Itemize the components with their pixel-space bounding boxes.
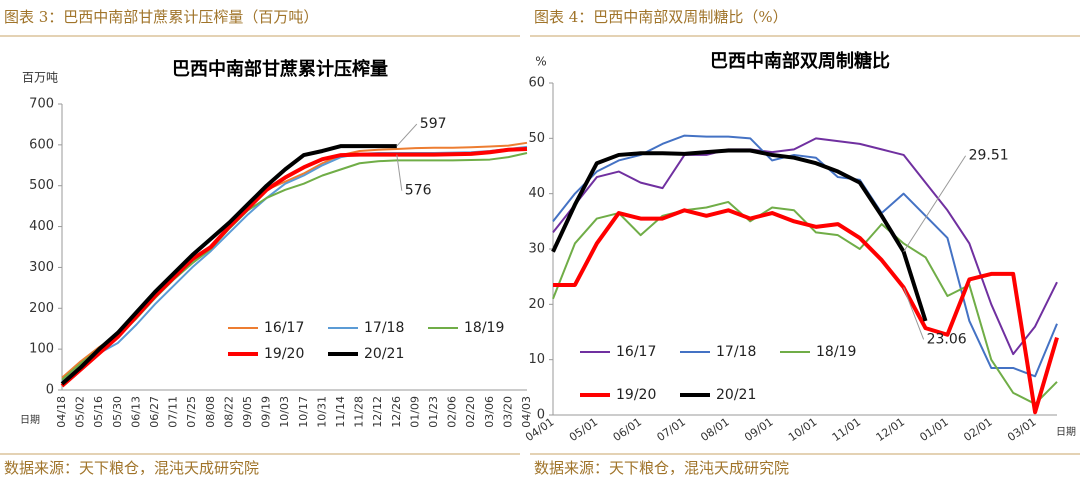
x-tick-label: 03/20	[501, 396, 514, 428]
source-note: 数据来源：天下粮仓，混沌天成研究院	[534, 459, 789, 477]
y-tick-label: 60	[528, 76, 545, 91]
legend-label: 18/19	[464, 320, 504, 336]
series-line	[60, 144, 397, 386]
y-tick-label: 0	[46, 383, 54, 398]
annotation: 23.06	[927, 331, 967, 347]
y-tick-label: 0	[537, 408, 545, 423]
legend-label: 20/21	[716, 387, 756, 403]
chart-title: 巴西中南部甘蔗累计压榨量	[172, 58, 388, 80]
legend-label: 16/17	[264, 320, 304, 336]
annotation-leader	[396, 123, 418, 147]
x-tick-label: 06/27	[148, 396, 161, 428]
annotation-leader	[903, 155, 967, 252]
legend-label: 19/20	[264, 346, 304, 362]
x-tick-label: 12/26	[390, 396, 403, 428]
x-tick-label: 05/02	[74, 396, 87, 428]
y-tick-label: 400	[29, 219, 54, 234]
y-tick-label: 200	[29, 301, 54, 316]
legend-label: 16/17	[616, 344, 656, 360]
x-tick-label: 05/16	[92, 396, 105, 428]
y-tick-label: 50	[528, 131, 545, 146]
x-tick-label: 11/14	[334, 396, 347, 428]
y-tick-label: 100	[29, 342, 54, 357]
x-tick-label: 11/01	[830, 415, 863, 444]
figure-caption: 图表 3：巴西中南部甘蔗累计压榨量（百万吨）	[4, 8, 318, 26]
series-line	[551, 148, 928, 322]
x-tick-label: 01/01	[917, 415, 950, 444]
x-axis-label: 日期	[20, 414, 40, 426]
y-tick-label: 300	[29, 260, 54, 275]
x-tick-label: 02/06	[446, 396, 459, 428]
x-tick-label: 02/20	[464, 396, 477, 428]
y-tick-label: 40	[528, 186, 545, 201]
chart-title: 巴西中南部双周制糖比	[710, 50, 890, 72]
x-tick-label: 07/11	[167, 396, 180, 428]
x-tick-label: 09/19	[260, 396, 273, 428]
x-tick-label: 02/01	[961, 415, 994, 444]
x-tick-label: 10/17	[297, 396, 310, 428]
x-tick-label: 01/09	[408, 396, 421, 428]
y-tick-label: 700	[29, 97, 54, 112]
y-tick-label: 10	[528, 352, 545, 367]
x-tick-label: 03/06	[483, 396, 496, 428]
x-tick-label: 12/01	[874, 415, 907, 444]
legend-label: 20/21	[364, 346, 404, 362]
x-tick-label: 06/13	[129, 396, 142, 428]
x-tick-label: 01/23	[427, 396, 440, 428]
legend-label: 17/18	[364, 320, 404, 336]
y-tick-label: 30	[528, 242, 545, 257]
annotation: 597	[420, 116, 447, 132]
x-tick-label: 10/31	[315, 396, 328, 428]
y-tick-label: 500	[29, 178, 54, 193]
series-line	[60, 146, 528, 388]
x-tick-label: 11/28	[353, 396, 366, 428]
legend-label: 17/18	[716, 344, 756, 360]
y-axis-unit: 百万吨	[22, 71, 58, 85]
series-line	[552, 137, 1058, 356]
series-line	[552, 134, 1058, 378]
y-axis-unit: %	[535, 55, 546, 69]
x-tick-label: 07/25	[185, 396, 198, 428]
x-tick-label: 04/03	[520, 396, 533, 428]
x-tick-label: 07/01	[654, 415, 687, 444]
series-line	[61, 141, 528, 379]
x-tick-label: 06/01	[611, 415, 644, 444]
series-line	[553, 208, 1059, 415]
x-tick-label: 03/01	[1005, 415, 1038, 444]
x-tick-label: 05/01	[567, 415, 600, 444]
y-tick-label: 600	[29, 137, 54, 152]
annotation-leader	[396, 154, 403, 191]
x-tick-label: 05/30	[111, 396, 124, 428]
x-tick-label: 08/08	[204, 396, 217, 428]
annotation: 29.51	[969, 148, 1009, 164]
series-line	[552, 200, 1058, 405]
x-tick-label: 08/22	[222, 396, 235, 428]
legend-label: 19/20	[616, 387, 656, 403]
annotation: 576	[405, 183, 432, 199]
figure-caption: 图表 4：巴西中南部双周制糖比（%）	[534, 8, 788, 26]
x-tick-label: 09/01	[742, 415, 775, 444]
x-tick-label: 04/18	[55, 396, 68, 428]
x-tick-label: 10/03	[278, 396, 291, 428]
source-note: 数据来源：天下粮仓，混沌天成研究院	[4, 459, 259, 477]
x-tick-label: 12/12	[371, 396, 384, 428]
x-tick-label: 08/01	[698, 415, 731, 444]
annotation-leader	[903, 287, 925, 340]
x-tick-label: 09/05	[241, 396, 254, 428]
y-tick-label: 20	[528, 297, 545, 312]
x-tick-label: 10/01	[786, 415, 819, 444]
x-axis-label: 日期	[1056, 426, 1076, 438]
legend-label: 18/19	[816, 344, 856, 360]
